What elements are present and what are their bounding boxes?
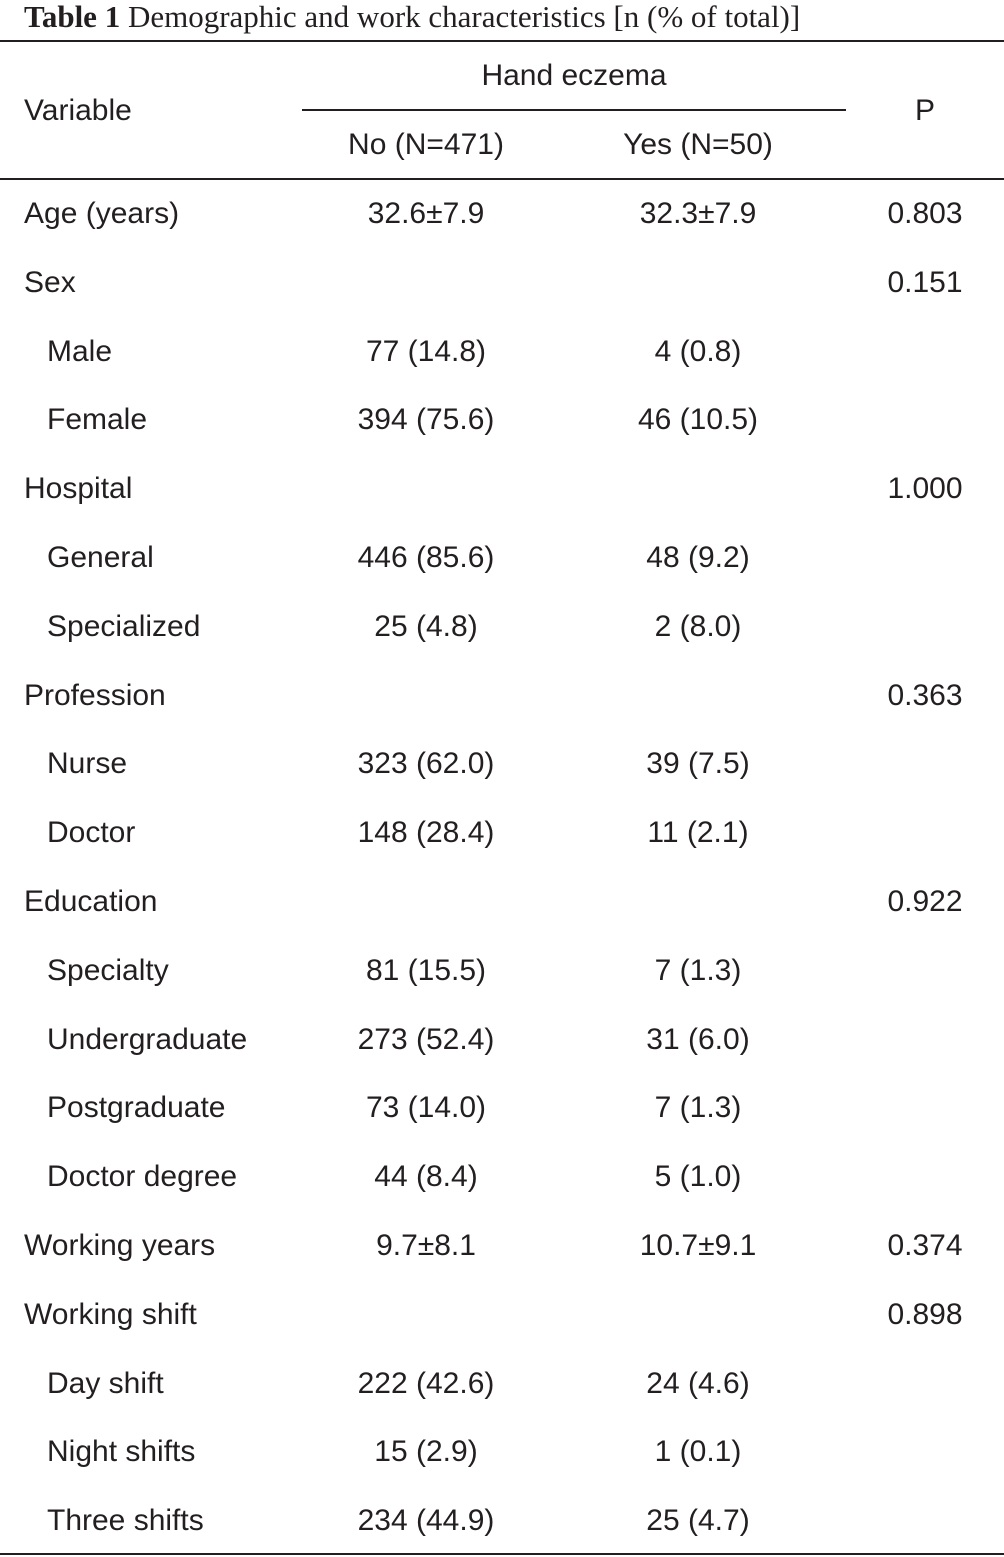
row-yes-value: 24 (4.6) xyxy=(646,1366,750,1400)
table-row: Day shift 222 (42.6) 24 (4.6) xyxy=(0,1350,1004,1419)
row-yes-value: 4 (0.8) xyxy=(654,334,742,368)
row-p-value: 0.363 xyxy=(887,678,963,712)
table-top-rule xyxy=(0,40,1004,42)
row-variable: Education xyxy=(24,884,158,918)
table-row: Night shifts 15 (2.9) 1 (0.1) xyxy=(0,1418,1004,1487)
row-variable: Age (years) xyxy=(24,197,180,230)
row-no-value: 25 (4.8) xyxy=(374,609,478,643)
row-no-value: 273 (52.4) xyxy=(357,1022,495,1056)
row-variable: Sex xyxy=(24,265,76,299)
row-yes-value: 1 (0.1) xyxy=(654,1435,742,1469)
table-caption: Table 1 Demographic and work characteris… xyxy=(24,0,800,38)
row-p-value: 0.803 xyxy=(887,197,963,230)
row-no-value: 234 (44.9) xyxy=(357,1504,495,1538)
row-variable: Nurse xyxy=(47,747,128,781)
table-row: Doctor 148 (28.4) 11 (2.1) xyxy=(0,799,1004,868)
header-group-rule xyxy=(302,109,846,111)
header-variable: Variable xyxy=(24,94,132,127)
row-yes-value: 5 (1.0) xyxy=(654,1160,742,1194)
table-header-rule xyxy=(0,178,1004,180)
table-row: Hospital 1.000 xyxy=(0,455,1004,524)
row-no-value: 32.6±7.9 xyxy=(367,197,485,230)
row-p-value: 0.922 xyxy=(887,884,963,918)
row-no-value: 222 (42.6) xyxy=(357,1366,495,1400)
table-row: Specialty 81 (15.5) 7 (1.3) xyxy=(0,937,1004,1006)
table-caption-label: Table 1 xyxy=(24,0,121,34)
row-variable: Specialty xyxy=(47,953,169,987)
table-body: Age (years) 32.6±7.9 32.3±7.9 0.803 Sex 0.151… xyxy=(0,180,1004,1556)
table-row: General 446 (85.6) 48 (9.2) xyxy=(0,524,1004,593)
table-row: Working years 9.7±8.1 10.7±9.1 0.374 xyxy=(0,1212,1004,1281)
row-yes-value: 7 (1.3) xyxy=(654,1091,742,1125)
table-row: Working shift 0.898 xyxy=(0,1281,1004,1350)
table-row: Undergraduate 273 (52.4) 31 (6.0) xyxy=(0,1006,1004,1075)
row-variable: Hospital xyxy=(24,472,133,506)
row-no-value: 81 (15.5) xyxy=(365,953,487,987)
table-row: Female 394 (75.6) 46 (10.5) xyxy=(0,386,1004,455)
row-variable: Three shifts xyxy=(47,1504,204,1538)
row-variable: General xyxy=(47,540,154,574)
table-caption-text: Demographic and work characteristics [n … xyxy=(127,0,801,34)
row-p-value: 0.898 xyxy=(887,1297,963,1331)
row-variable: Doctor degree xyxy=(47,1160,238,1194)
table-row: Specialized 25 (4.8) 2 (8.0) xyxy=(0,593,1004,662)
table-bottom-rule xyxy=(0,1553,1004,1555)
table-row: Profession 0.363 xyxy=(0,662,1004,731)
row-p-value: 0.151 xyxy=(887,265,963,299)
row-variable: Doctor xyxy=(47,816,136,850)
row-yes-value: 2 (8.0) xyxy=(654,609,742,643)
row-variable: Profession xyxy=(24,678,166,712)
row-yes-value: 10.7±9.1 xyxy=(639,1228,757,1262)
row-no-value: 44 (8.4) xyxy=(374,1160,478,1194)
row-yes-value: 48 (9.2) xyxy=(646,540,750,574)
header-yes: Yes (N=50) xyxy=(623,128,773,161)
table-row: Postgraduate 73 (14.0) 7 (1.3) xyxy=(0,1074,1004,1143)
table-row: Age (years) 32.6±7.9 32.3±7.9 0.803 xyxy=(0,180,1004,249)
table-row: Education 0.922 xyxy=(0,868,1004,937)
row-variable: Working shift xyxy=(24,1297,197,1331)
row-yes-value: 39 (7.5) xyxy=(646,747,750,781)
row-variable: Male xyxy=(47,334,113,368)
row-variable: Postgraduate xyxy=(47,1091,226,1125)
row-no-value: 446 (85.6) xyxy=(357,540,495,574)
row-no-value: 148 (28.4) xyxy=(357,816,495,850)
header-no: No (N=471) xyxy=(348,128,504,161)
row-variable: Day shift xyxy=(47,1366,164,1400)
row-no-value: 394 (75.6) xyxy=(357,403,495,437)
row-no-value: 15 (2.9) xyxy=(374,1435,478,1469)
row-yes-value: 46 (10.5) xyxy=(637,403,759,437)
row-no-value: 9.7±8.1 xyxy=(376,1228,476,1262)
row-no-value: 323 (62.0) xyxy=(357,747,495,781)
table-row: Nurse 323 (62.0) 39 (7.5) xyxy=(0,730,1004,799)
row-yes-value: 31 (6.0) xyxy=(646,1022,750,1056)
table-row: Three shifts 234 (44.9) 25 (4.7) xyxy=(0,1487,1004,1556)
row-yes-value: 7 (1.3) xyxy=(654,953,742,987)
row-yes-value: 25 (4.7) xyxy=(646,1504,750,1538)
row-yes-value: 11 (2.1) xyxy=(647,816,749,850)
header-hand-eczema: Hand eczema xyxy=(481,59,667,92)
row-variable: Female xyxy=(47,403,148,437)
row-yes-value: 32.3±7.9 xyxy=(639,197,757,230)
row-p-value: 0.374 xyxy=(887,1228,963,1262)
table-row: Sex 0.151 xyxy=(0,249,1004,318)
row-no-value: 77 (14.8) xyxy=(365,334,487,368)
row-variable: Night shifts xyxy=(47,1435,196,1469)
row-p-value: 1.000 xyxy=(887,472,963,506)
table-row: Doctor degree 44 (8.4) 5 (1.0) xyxy=(0,1143,1004,1212)
row-variable: Working years xyxy=(24,1228,216,1262)
table-row: Male 77 (14.8) 4 (0.8) xyxy=(0,318,1004,387)
row-variable: Undergraduate xyxy=(47,1022,248,1056)
header-p: P xyxy=(914,94,935,127)
row-no-value: 73 (14.0) xyxy=(365,1091,487,1125)
row-variable: Specialized xyxy=(47,609,201,643)
